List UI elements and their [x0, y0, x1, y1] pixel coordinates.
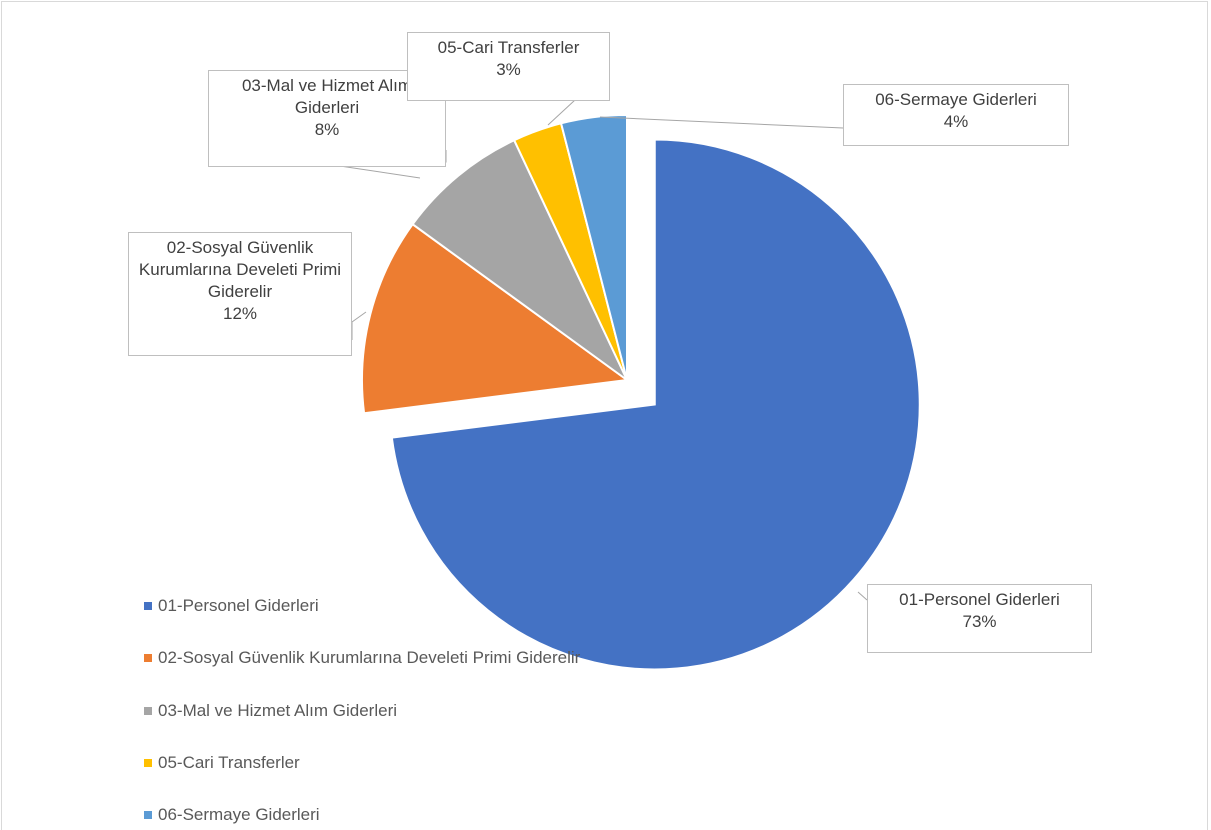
data-label-category: 06-Sermaye Giderleri	[875, 90, 1037, 109]
data-label-value: 73%	[962, 612, 997, 631]
leader-line	[351, 311, 367, 340]
leader-line	[599, 116, 844, 129]
pie-slice	[390, 138, 921, 671]
legend-swatch	[144, 758, 152, 767]
pie-slice	[361, 222, 630, 415]
legend-swatch	[144, 654, 152, 663]
legend-item: 06-Sermaye Giderleri	[144, 805, 320, 825]
data-label-category: 03-Mal ve Hizmet Alım Giderleri	[241, 76, 413, 117]
legend-label: 02-Sosyal Güvenlik Kurumlarına Develeti …	[158, 648, 581, 668]
pie-slice	[559, 113, 628, 381]
legend-swatch	[144, 811, 152, 820]
legend-item: 05-Cari Transferler	[144, 753, 300, 773]
leader-line	[857, 591, 868, 601]
legend-label: 06-Sermaye Giderleri	[158, 805, 320, 825]
data-label-box: 03-Mal ve Hizmet Alım Giderleri 8%	[208, 70, 446, 167]
data-label-value: 3%	[496, 60, 521, 79]
data-label-category: 02-Sosyal Güvenlik Kurumlarına Develeti …	[138, 238, 342, 301]
data-label-category: 05-Cari Transferler	[437, 38, 580, 57]
data-label-value: 8%	[314, 120, 340, 139]
legend-item: 01-Personel Giderleri	[144, 596, 319, 616]
legend-label: 03-Mal ve Hizmet Alım Giderleri	[158, 700, 398, 720]
leader-line	[339, 165, 421, 179]
data-label-box: 05-Cari Transferler 3%	[407, 32, 610, 101]
data-label-box: 01-Personel Giderleri 73%	[867, 584, 1092, 653]
legend-item: 03-Mal ve Hizmet Alım Giderleri	[144, 701, 397, 721]
legend-item: 02-Sosyal Güvenlik Kurumlarına Develeti …	[144, 648, 580, 668]
data-label-value: 12%	[222, 304, 258, 323]
data-label-category: 01-Personel Giderleri	[899, 590, 1060, 609]
leader-line	[547, 99, 576, 126]
leader-lines	[339, 99, 868, 601]
data-label-value: 4%	[943, 112, 969, 131]
legend-label: 05-Cari Transferler	[158, 752, 300, 772]
pie-slice	[411, 138, 628, 381]
legend-swatch	[144, 706, 152, 715]
legend-label: 01-Personel Giderleri	[158, 596, 319, 615]
legend-swatch	[144, 602, 152, 610]
data-label-box: 02-Sosyal Güvenlik Kurumlarına Develeti …	[128, 232, 352, 356]
data-label-box: 06-Sermaye Giderleri 4%	[843, 84, 1069, 146]
